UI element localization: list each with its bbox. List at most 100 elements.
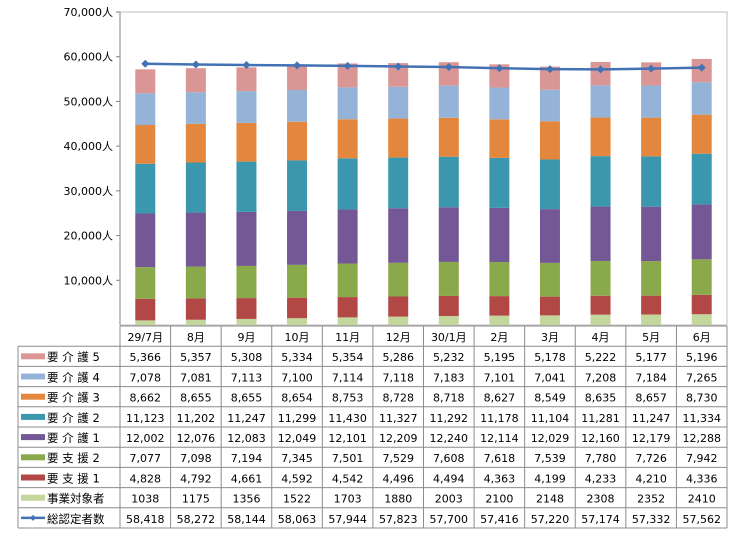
table-cell: 12,083: [227, 432, 266, 445]
bar-segment: [135, 213, 156, 268]
table-cell: 4,496: [382, 472, 414, 485]
bar-segment: [388, 157, 409, 209]
bar-segment: [438, 85, 459, 118]
bar-segment: [135, 298, 156, 321]
category-label: 8月: [187, 331, 205, 344]
table-cell: 58,418: [126, 513, 165, 526]
table-cell: 4,542: [332, 472, 364, 485]
legend-swatch-icon: [21, 353, 45, 360]
bar-segment: [539, 121, 560, 160]
bar-segment: [185, 123, 206, 163]
table-cell: 8,654: [281, 392, 313, 405]
table-cell: 12,288: [682, 432, 721, 445]
category-label: 6月: [693, 331, 711, 344]
bar-segment: [539, 296, 560, 316]
table-cell: 8,657: [635, 392, 667, 405]
bar-segment: [236, 161, 257, 212]
table-cell: 5,357: [180, 351, 212, 364]
line-marker: [697, 63, 706, 72]
series-label: 事業対象者: [47, 492, 105, 506]
bar-segment: [641, 85, 662, 118]
category-label: 12月: [386, 331, 411, 344]
table-cell: 5,286: [382, 351, 414, 364]
series-label: 要 介 護 5: [47, 350, 100, 364]
category-label: 9月: [237, 331, 255, 344]
bar-segment: [641, 156, 662, 207]
table-cell: 8,718: [433, 392, 465, 405]
line-marker: [647, 64, 656, 73]
bar-segment: [489, 315, 510, 325]
line-marker: [242, 61, 251, 70]
table-cell: 5,232: [433, 351, 465, 364]
bar-segment: [691, 294, 712, 315]
table-cell: 7,539: [534, 452, 566, 465]
bar-segment: [641, 295, 662, 315]
legend-swatch-icon: [21, 434, 45, 441]
bar-segment: [438, 261, 459, 296]
table-cell: 2003: [435, 493, 463, 506]
legend-swatch-icon: [21, 454, 45, 461]
table-cell: 2410: [688, 493, 716, 506]
y-tick-label: 60,000人: [64, 51, 114, 64]
table-cell: 12,209: [379, 432, 418, 445]
bar-segment: [691, 82, 712, 115]
table-cell: 1175: [182, 493, 210, 506]
table-cell: 7,100: [281, 371, 313, 384]
bar-segment: [287, 297, 308, 319]
table-cell: 4,233: [585, 472, 617, 485]
table-cell: 11,247: [632, 412, 671, 425]
series-label: 要 介 護 2: [47, 411, 100, 425]
line-marker: [141, 59, 150, 68]
table-cell: 7,041: [534, 371, 566, 384]
bar-segment: [287, 160, 308, 211]
table-cell: 7,184: [635, 371, 667, 384]
bar-segment: [388, 86, 409, 119]
table-cell: 1038: [131, 493, 159, 506]
bar-segment: [691, 153, 712, 205]
bar-segment: [236, 265, 257, 299]
bar-segment: [489, 87, 510, 120]
y-tick-label: 10,000人: [64, 274, 114, 287]
table-cell: 11,299: [278, 412, 317, 425]
line-marker: [343, 61, 352, 70]
bar-segment: [641, 314, 662, 325]
table-cell: 11,334: [682, 412, 721, 425]
category-label: 3月: [541, 331, 559, 344]
bar-segment: [236, 211, 257, 266]
table-cell: 57,416: [480, 513, 519, 526]
bar-segment: [438, 316, 459, 325]
bar-segment: [388, 296, 409, 317]
table-cell: 5,178: [534, 351, 566, 364]
line-marker: [444, 62, 453, 71]
table-cell: 12,101: [328, 432, 367, 445]
line-marker: [495, 64, 504, 73]
total-line: [145, 62, 702, 71]
bar-segment: [539, 315, 560, 325]
line-marker: [191, 60, 200, 69]
table-cell: 8,549: [534, 392, 566, 405]
legend-marker-icon: [30, 514, 36, 521]
series-label: 要 介 護 4: [47, 370, 100, 384]
bar-segment: [337, 317, 358, 325]
bar-segment: [641, 117, 662, 157]
bar-segment: [185, 298, 206, 320]
y-tick-label: 20,000人: [64, 230, 114, 243]
bar-segment: [287, 318, 308, 325]
table-cell: 2100: [485, 493, 513, 506]
bar-segment: [438, 295, 459, 317]
table-cell: 12,240: [430, 432, 469, 445]
table-cell: 5,308: [231, 351, 263, 364]
table-cell: 11,292: [430, 412, 469, 425]
table-cell: 8,730: [686, 392, 718, 405]
table-cell: 12,160: [581, 432, 620, 445]
series-label: 要 介 護 1: [47, 431, 100, 445]
category-label: 5月: [642, 331, 660, 344]
bar-segment: [337, 87, 358, 120]
table-cell: 7,118: [382, 371, 414, 384]
table-cell: 8,627: [484, 392, 516, 405]
table-cell: 11,281: [581, 412, 620, 425]
table-cell: 7,114: [332, 371, 364, 384]
bar-segment: [388, 262, 409, 297]
table-cell: 58,144: [227, 513, 266, 526]
